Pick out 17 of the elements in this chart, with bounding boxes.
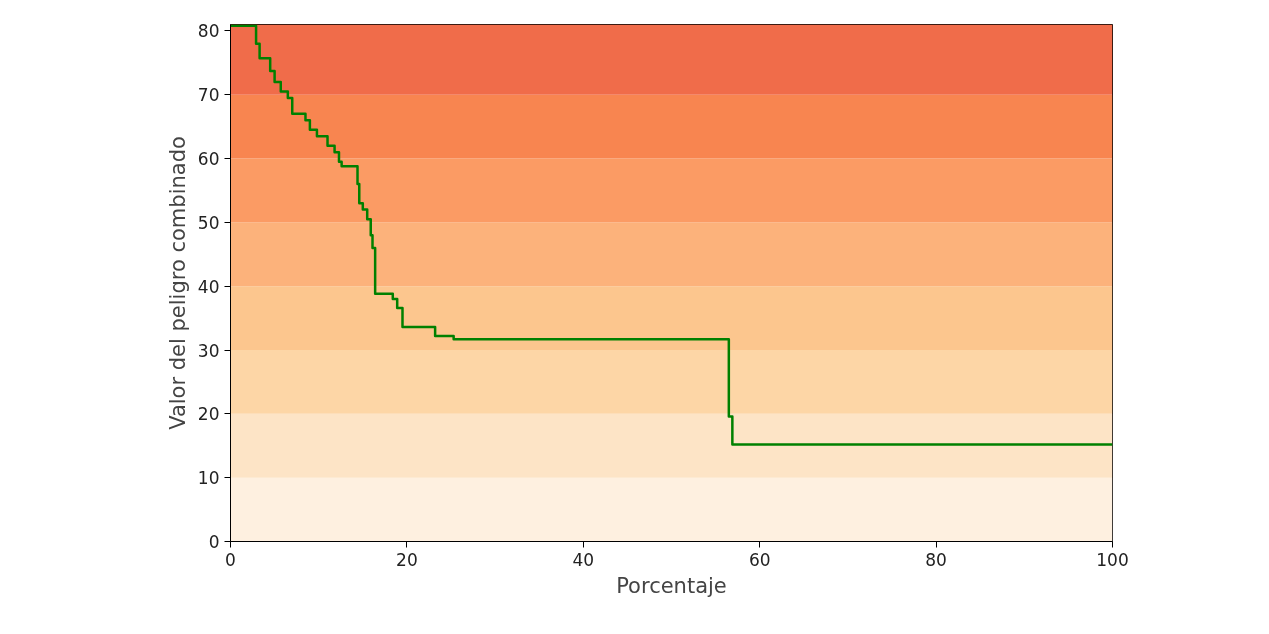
x-tick-label: 0 xyxy=(225,549,236,570)
y-tick-label: 70 xyxy=(197,85,220,106)
y-tick-label: 20 xyxy=(197,404,220,425)
y-tick-label: 10 xyxy=(197,468,220,489)
y-tick-label: 40 xyxy=(197,276,220,297)
x-tick-label: 20 xyxy=(396,549,418,570)
x-tick-label: 80 xyxy=(925,549,947,570)
x-axis-title: Porcentaje xyxy=(616,573,727,598)
y-tick-label: 30 xyxy=(197,340,220,361)
y-tick-label: 80 xyxy=(197,21,220,42)
x-tick-label: 60 xyxy=(748,549,771,570)
y-axis-title: Valor del peligro combinado xyxy=(165,136,190,430)
x-tick-label: 40 xyxy=(572,549,595,570)
y-tick-label: 0 xyxy=(208,532,220,552)
y-tick-label: 60 xyxy=(197,149,220,170)
x-tick-label: 100 xyxy=(1096,549,1129,570)
y-tick-label: 50 xyxy=(197,212,220,233)
